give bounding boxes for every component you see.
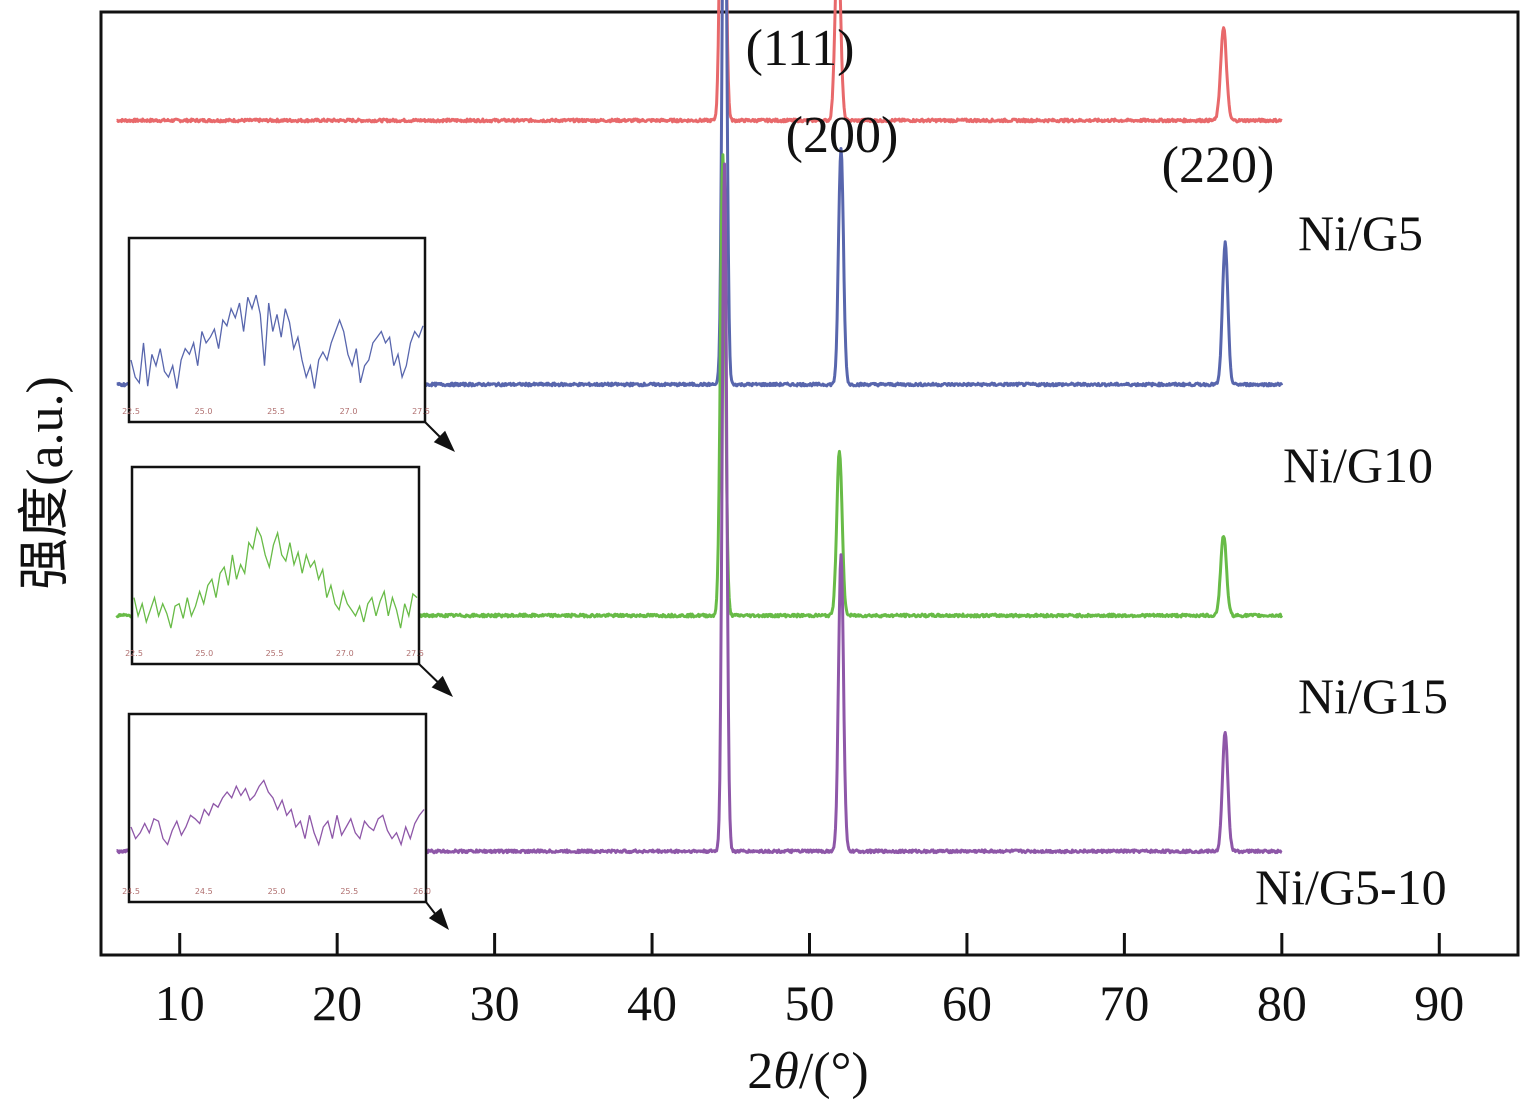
inset-tick-label: 24.5 bbox=[122, 887, 140, 896]
peak-label: (200) bbox=[786, 107, 899, 164]
inset-tick-label: 26.0 bbox=[413, 887, 431, 896]
x-tick-label: 90 bbox=[1414, 975, 1464, 1031]
x-tick-label: 80 bbox=[1257, 975, 1307, 1031]
inset-tick-label: 27.5 bbox=[406, 649, 424, 658]
inset-tick-label: 22.5 bbox=[125, 649, 143, 658]
series-line-ni-g5 bbox=[116, 0, 1283, 124]
inset-ni-g5-10: 24.5 24.5 25.0 25.5 26.0 bbox=[122, 712, 449, 930]
inset-tick-label: 25.0 bbox=[195, 407, 213, 416]
inset-line bbox=[130, 779, 425, 847]
series-label: Ni/G5-10 bbox=[1255, 859, 1447, 915]
inset-ni-g10: 22.5 25.0 25.5 27.0 27.5 bbox=[122, 236, 455, 452]
inset-tick-label: 25.0 bbox=[195, 649, 213, 658]
inset-tick-label: 25.5 bbox=[267, 407, 285, 416]
x-axis-ticks: 10 20 30 40 50 60 70 80 90 bbox=[155, 933, 1464, 1031]
series-labels: Ni/G5 Ni/G10 Ni/G15 Ni/G5-10 bbox=[1255, 205, 1448, 915]
x-tick-label: 70 bbox=[1099, 975, 1149, 1031]
inset-ni-g15: 22.5 25.0 25.5 27.0 27.5 bbox=[125, 465, 453, 697]
series-label: Ni/G10 bbox=[1283, 437, 1433, 493]
x-tick-label: 20 bbox=[312, 975, 362, 1031]
inset-tick-label: 27.0 bbox=[336, 649, 354, 658]
inset-line bbox=[133, 525, 418, 629]
inset-tick-label: 22.5 bbox=[122, 407, 140, 416]
peak-label: (220) bbox=[1162, 137, 1275, 194]
inset-frame bbox=[130, 465, 421, 666]
inset-tick-label: 27.5 bbox=[412, 407, 430, 416]
inset-tick-label: 25.0 bbox=[268, 887, 286, 896]
inset-line bbox=[130, 294, 424, 389]
inset-tick-label: 25.5 bbox=[266, 649, 284, 658]
x-tick-label: 30 bbox=[470, 975, 520, 1031]
x-tick-label: 60 bbox=[942, 975, 992, 1031]
x-axis-title: 2θ/(°) bbox=[747, 1043, 868, 1100]
inset-arrowhead bbox=[428, 907, 449, 930]
y-axis-title: 强度(a.u.) bbox=[17, 376, 74, 590]
series-label: Ni/G15 bbox=[1298, 668, 1448, 724]
inset-group: 22.5 25.0 25.5 27.0 27.5 22.5 25.0 25.5 27.0 27.5… bbox=[122, 236, 455, 930]
x-tick-label: 40 bbox=[627, 975, 677, 1031]
inset-tick-label: 25.5 bbox=[340, 887, 358, 896]
x-tick-label: 50 bbox=[785, 975, 835, 1031]
inset-arrowhead bbox=[433, 430, 455, 452]
inset-frame bbox=[127, 236, 427, 424]
inset-arrowhead bbox=[431, 675, 453, 697]
inset-tick-label: 27.0 bbox=[340, 407, 358, 416]
series-label: Ni/G5 bbox=[1298, 205, 1423, 261]
inset-tick-label: 24.5 bbox=[195, 887, 213, 896]
peak-labels: (111) (200) (220) bbox=[746, 20, 1275, 194]
peak-label: (111) bbox=[746, 20, 855, 77]
x-tick-label: 10 bbox=[155, 975, 205, 1031]
